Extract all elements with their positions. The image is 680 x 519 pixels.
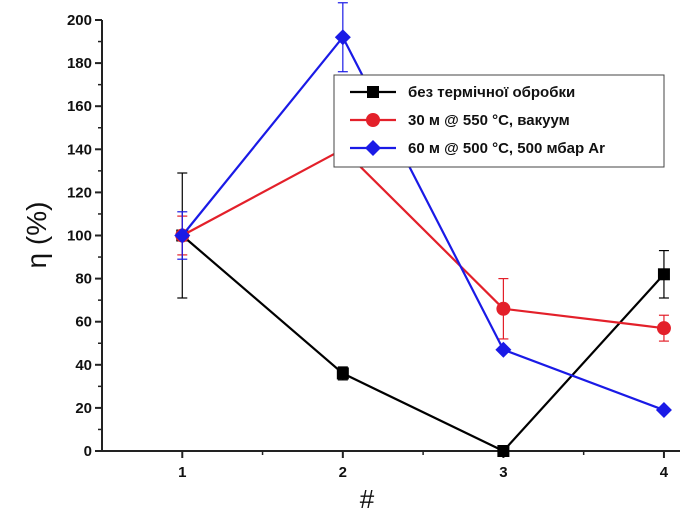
x-tick-label: 3 — [499, 464, 507, 481]
y-tick-label: 200 — [67, 12, 92, 29]
x-tick-label: 4 — [660, 464, 669, 481]
data-point — [496, 301, 511, 316]
y-tick-label: 80 — [75, 271, 92, 288]
x-tick-label: 2 — [339, 464, 347, 481]
data-point — [174, 227, 191, 244]
x-tick-label: 1 — [178, 464, 186, 481]
data-point — [497, 445, 510, 457]
series-line-2 — [181, 35, 665, 412]
series-line-1 — [181, 147, 665, 330]
data-point — [336, 367, 349, 380]
legend-label: без термічної обробки — [408, 84, 575, 101]
legend-marker — [367, 86, 379, 98]
x-axis-label: # — [360, 484, 375, 514]
y-tick-label: 60 — [75, 314, 92, 331]
y-tick-label: 160 — [67, 98, 92, 115]
y-tick-label: 180 — [67, 55, 92, 72]
legend-label: 60 м @ 500 °C, 500 мбар Ar — [408, 140, 605, 157]
y-tick-label: 0 — [84, 443, 92, 460]
data-point — [334, 29, 351, 46]
data-point — [495, 341, 512, 358]
data-point — [657, 268, 670, 281]
data-point — [655, 402, 672, 419]
legend-marker — [365, 140, 381, 156]
data-point — [656, 321, 671, 336]
legend-marker — [366, 113, 380, 127]
y-tick-label: 100 — [67, 228, 92, 245]
y-tick-label: 40 — [75, 357, 92, 374]
y-tick-label: 120 — [67, 184, 92, 201]
y-axis-label: η (%) — [21, 202, 52, 269]
y-tick-label: 20 — [75, 400, 92, 417]
series-line-0 — [181, 234, 665, 451]
legend-label: 30 м @ 550 °C, вакуум — [408, 112, 570, 129]
y-tick-label: 140 — [67, 141, 92, 158]
